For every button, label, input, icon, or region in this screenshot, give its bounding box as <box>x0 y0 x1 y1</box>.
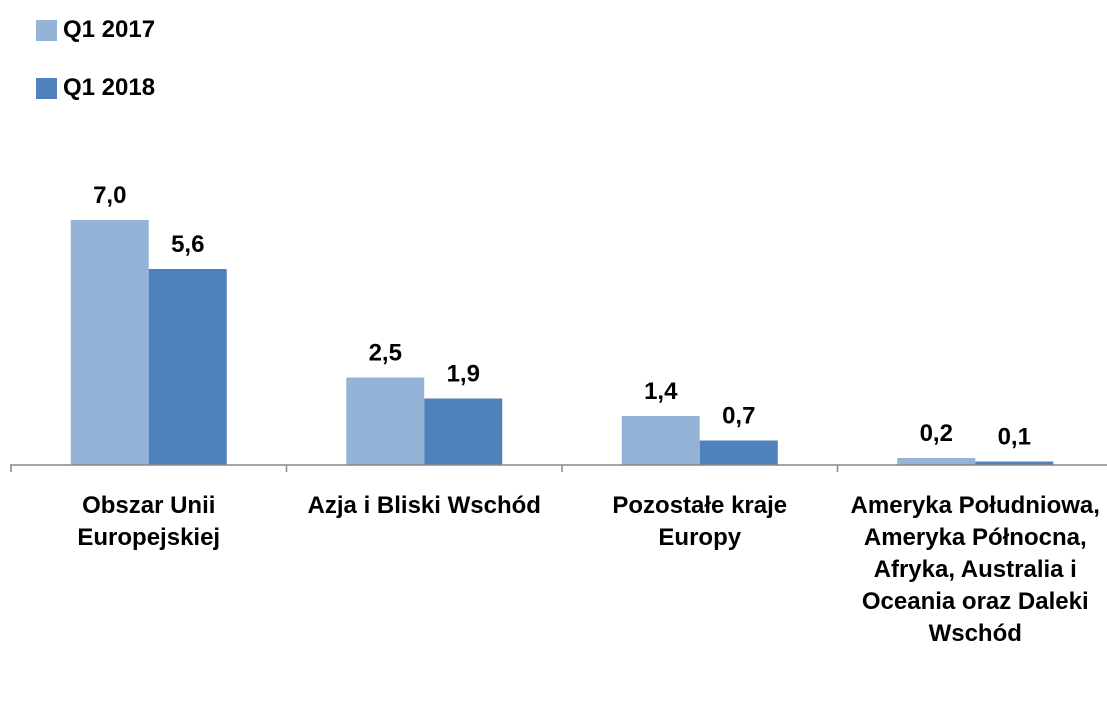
x-tick-label-obszar-unii-europejskiej: Obszar Unii Europejskiej <box>77 492 221 551</box>
data-label-q1-2018-0: 5,6 <box>171 231 204 258</box>
legend-item-q1-2018: Q1 2018 <box>36 68 155 108</box>
legend-label-q1-2017: Q1 2017 <box>63 16 156 43</box>
x-tick-label-pozostale-kraje-europy: Pozostałe kraje Europy <box>612 492 788 551</box>
bar-q1-2017-obszar-unii-europejskiej <box>70 220 149 465</box>
legend-label-q1-2018: Q1 2018 <box>63 74 156 101</box>
bar-q1-2017-pozostale-kraje-europy <box>621 416 700 465</box>
bar-q1-2018-ameryka-poludniowa-amery <box>975 461 1054 465</box>
data-label-q1-2018-1: 1,9 <box>447 361 480 388</box>
bar-q1-2018-azja-i-bliski-wschod <box>424 398 503 465</box>
bar-q1-2018-obszar-unii-europejskiej <box>148 269 227 465</box>
data-label-q1-2018-2: 0,7 <box>722 403 755 430</box>
legend-swatch-q1-2017 <box>36 19 57 41</box>
chart-legend: Q1 2017 Q1 2018 <box>36 10 155 126</box>
data-label-q1-2017-3: 0,2 <box>920 420 953 447</box>
legend-swatch-q1-2018 <box>36 77 57 99</box>
bar-q1-2018-pozostale-kraje-europy <box>699 440 778 465</box>
bar-q1-2017-ameryka-poludniowa-amery <box>897 458 976 465</box>
x-tick-label-azja-i-bliski-wschod: Azja i Bliski Wschód <box>307 492 541 519</box>
x-tick-label-ameryka-poludniowa-amery: Ameryka Południowa, Ameryka Północna, Af… <box>850 492 1100 647</box>
data-label-q1-2017-0: 7,0 <box>93 182 126 209</box>
data-label-q1-2017-1: 2,5 <box>369 340 402 367</box>
data-label-q1-2017-2: 1,4 <box>644 378 678 405</box>
legend-item-q1-2017: Q1 2017 <box>36 10 155 50</box>
bar-q1-2017-azja-i-bliski-wschod <box>346 377 425 465</box>
data-label-q1-2018-3: 0,1 <box>998 424 1031 451</box>
